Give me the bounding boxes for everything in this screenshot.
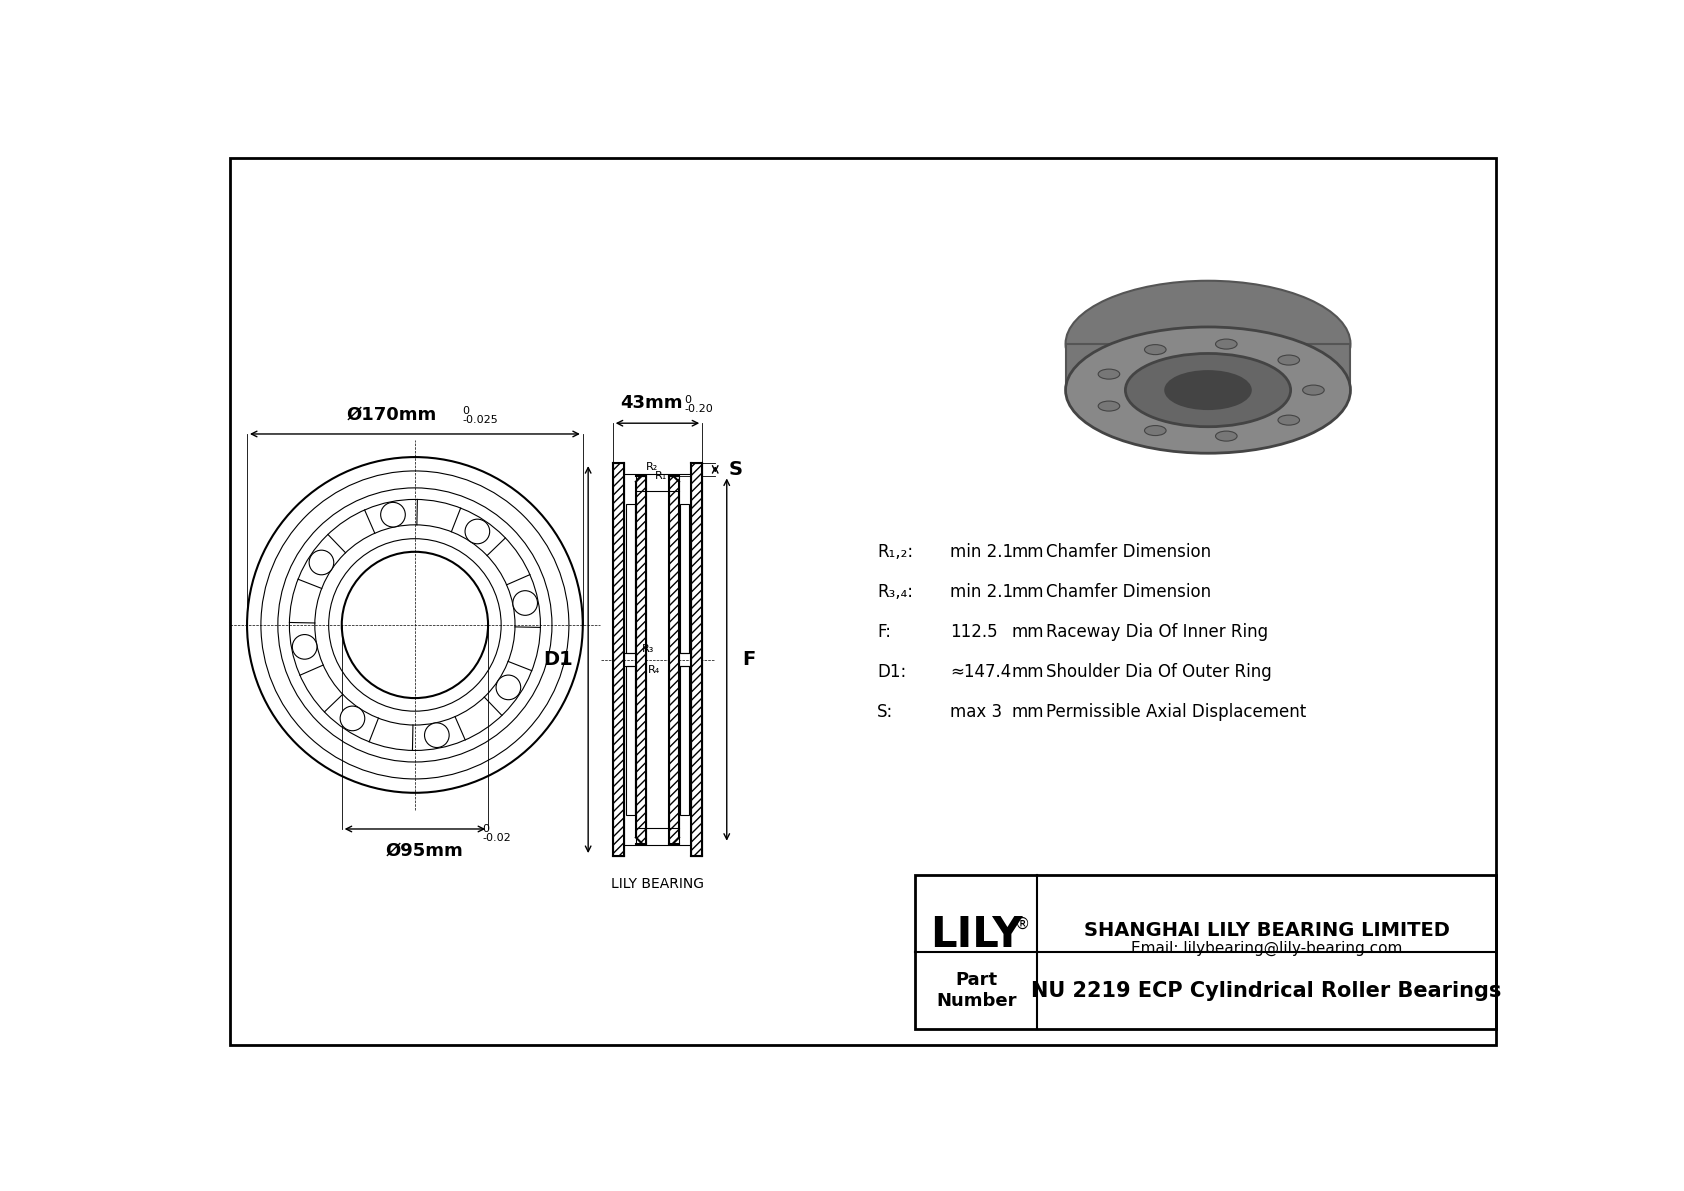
- Ellipse shape: [1066, 328, 1351, 454]
- Text: Ø95mm: Ø95mm: [386, 841, 463, 860]
- Text: LILY: LILY: [930, 915, 1022, 956]
- Text: mm: mm: [1012, 663, 1044, 681]
- Text: mm: mm: [1012, 623, 1044, 641]
- Circle shape: [340, 706, 365, 731]
- Circle shape: [514, 591, 537, 616]
- Text: max 3: max 3: [950, 703, 1002, 721]
- Text: D1: D1: [542, 650, 573, 669]
- Ellipse shape: [1145, 425, 1165, 436]
- Text: -0.025: -0.025: [463, 414, 498, 425]
- Text: LILY BEARING: LILY BEARING: [611, 878, 704, 892]
- Ellipse shape: [1145, 344, 1165, 355]
- Circle shape: [424, 723, 450, 748]
- Circle shape: [465, 519, 490, 544]
- Text: SHANGHAI LILY BEARING LIMITED: SHANGHAI LILY BEARING LIMITED: [1083, 921, 1450, 940]
- Polygon shape: [1165, 362, 1251, 391]
- Ellipse shape: [1165, 372, 1251, 409]
- Text: S: S: [729, 460, 743, 479]
- Ellipse shape: [1216, 431, 1238, 441]
- Ellipse shape: [1216, 339, 1238, 349]
- Circle shape: [293, 635, 317, 659]
- Text: Part
Number: Part Number: [936, 972, 1017, 1010]
- Bar: [680, 504, 689, 654]
- Text: -0.02: -0.02: [483, 833, 512, 843]
- Text: -0.20: -0.20: [684, 404, 712, 414]
- Text: R₂: R₂: [647, 462, 658, 472]
- Text: F: F: [743, 650, 756, 669]
- Text: Email: lilybearing@lily-bearing.com: Email: lilybearing@lily-bearing.com: [1132, 941, 1403, 956]
- Text: 0: 0: [684, 394, 692, 405]
- Text: R₃,₄:: R₃,₄:: [877, 582, 913, 600]
- Ellipse shape: [1066, 281, 1351, 407]
- Text: Shoulder Dia Of Outer Ring: Shoulder Dia Of Outer Ring: [1046, 663, 1271, 681]
- Text: 112.5: 112.5: [950, 623, 997, 641]
- Ellipse shape: [1278, 416, 1300, 425]
- Text: mm: mm: [1012, 582, 1044, 600]
- Text: Raceway Dia Of Inner Ring: Raceway Dia Of Inner Ring: [1046, 623, 1268, 641]
- Text: R₁,₂:: R₁,₂:: [877, 543, 913, 561]
- Ellipse shape: [1125, 354, 1290, 426]
- Text: D1:: D1:: [877, 663, 906, 681]
- Text: ≈147.4: ≈147.4: [950, 663, 1012, 681]
- Text: 43mm: 43mm: [620, 394, 682, 412]
- Bar: [626, 504, 635, 654]
- Bar: [669, 475, 679, 843]
- Bar: [916, 875, 1495, 1029]
- Text: NU 2219 ECP Cylindrical Roller Bearings: NU 2219 ECP Cylindrical Roller Bearings: [1031, 980, 1502, 1000]
- Ellipse shape: [1098, 401, 1120, 411]
- Ellipse shape: [1303, 385, 1324, 395]
- Text: Chamfer Dimension: Chamfer Dimension: [1046, 543, 1211, 561]
- Bar: [680, 666, 689, 815]
- Ellipse shape: [1165, 343, 1251, 381]
- Text: Permissible Axial Displacement: Permissible Axial Displacement: [1046, 703, 1307, 721]
- Circle shape: [381, 503, 406, 526]
- Polygon shape: [1066, 344, 1351, 391]
- Bar: [613, 463, 625, 856]
- Circle shape: [497, 675, 520, 700]
- Circle shape: [310, 550, 333, 575]
- Bar: [690, 463, 702, 856]
- Bar: [626, 666, 635, 815]
- Text: mm: mm: [1012, 543, 1044, 561]
- Ellipse shape: [1278, 355, 1300, 366]
- Bar: [637, 475, 647, 843]
- Text: min 2.1: min 2.1: [950, 582, 1014, 600]
- Text: Chamfer Dimension: Chamfer Dimension: [1046, 582, 1211, 600]
- Text: 0: 0: [463, 405, 470, 416]
- Text: 0: 0: [483, 824, 490, 834]
- Text: R₃: R₃: [642, 644, 655, 654]
- Text: ®: ®: [1015, 917, 1031, 933]
- Text: F:: F:: [877, 623, 891, 641]
- Text: min 2.1: min 2.1: [950, 543, 1014, 561]
- Text: R₄: R₄: [648, 666, 660, 675]
- Text: Ø170mm: Ø170mm: [347, 405, 436, 423]
- Text: R₁: R₁: [655, 470, 667, 481]
- Text: mm: mm: [1012, 703, 1044, 721]
- Text: S:: S:: [877, 703, 893, 721]
- Ellipse shape: [1098, 369, 1120, 379]
